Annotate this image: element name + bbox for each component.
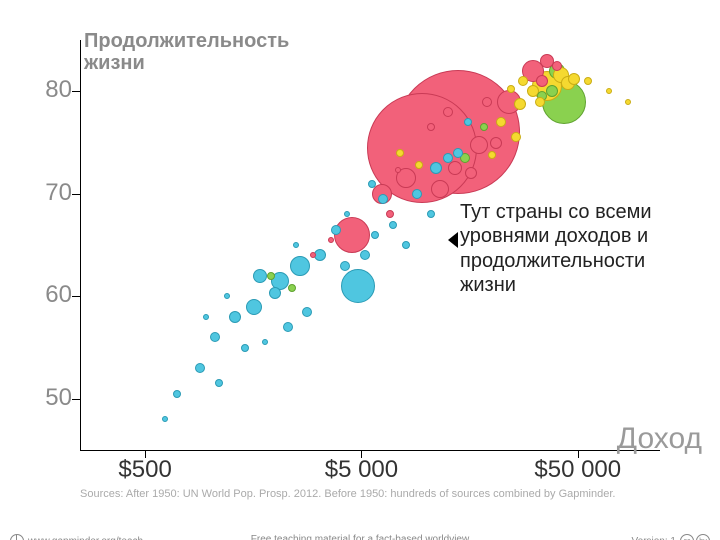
- y-tick-mark: [72, 296, 80, 297]
- footer-left: www.gapminder.org/teach: [10, 534, 143, 540]
- data-bubble: [396, 149, 404, 157]
- x-tick-mark: [578, 450, 579, 458]
- data-bubble: [341, 269, 375, 303]
- data-bubble: [288, 284, 296, 292]
- data-bubble: [267, 272, 275, 280]
- data-bubble: [269, 287, 281, 299]
- data-bubble: [507, 85, 515, 93]
- data-bubble: [215, 379, 223, 387]
- data-bubble: [584, 77, 592, 85]
- data-bubble: [552, 61, 562, 71]
- data-bubble: [283, 322, 293, 332]
- x-axis-line: [80, 450, 660, 451]
- data-bubble: [334, 217, 370, 253]
- y-tick-mark: [72, 399, 80, 400]
- data-bubble: [625, 99, 631, 105]
- data-bubble: [262, 339, 268, 345]
- x-tick-label: $5 000: [325, 456, 398, 484]
- annotation-text: Тут страны со всеми уровнями доходов и п…: [460, 200, 700, 298]
- data-bubble: [229, 311, 241, 323]
- data-bubble: [448, 161, 462, 175]
- annotation-pointer-icon: [448, 232, 458, 248]
- data-bubble: [464, 118, 472, 126]
- data-bubble: [210, 332, 220, 342]
- data-bubble: [368, 180, 376, 188]
- data-bubble: [514, 98, 526, 110]
- data-bubble: [443, 107, 453, 117]
- chart-stage: Продолжительность жизни Доход 50 60 70 80 $…: [0, 0, 720, 540]
- data-bubble: [470, 136, 488, 154]
- y-tick-label: 70: [22, 179, 72, 207]
- x-tick-mark: [145, 450, 146, 458]
- data-bubble: [465, 167, 477, 179]
- y-tick-mark: [72, 91, 80, 92]
- data-bubble: [482, 97, 492, 107]
- data-bubble: [173, 390, 181, 398]
- data-bubble: [427, 210, 435, 218]
- footer-left-text: www.gapminder.org/teach: [28, 536, 143, 540]
- data-bubble: [431, 180, 449, 198]
- y-axis-label: Продолжительность жизни: [84, 30, 289, 74]
- cc-icon: ccby: [680, 534, 710, 540]
- footer-center-text: Free teaching material for a fact-based …: [251, 534, 469, 540]
- data-bubble: [378, 194, 388, 204]
- x-tick-label: $50 000: [534, 456, 621, 484]
- data-bubble: [246, 299, 262, 315]
- data-bubble: [331, 225, 341, 235]
- data-bubble: [488, 151, 496, 159]
- y-tick-label: 50: [22, 384, 72, 412]
- data-bubble: [241, 344, 249, 352]
- data-bubble: [496, 117, 506, 127]
- y-tick-mark: [72, 194, 80, 195]
- data-bubble: [253, 269, 267, 283]
- data-bubble: [415, 161, 423, 169]
- data-bubble: [203, 314, 209, 320]
- data-bubble: [293, 242, 299, 248]
- data-bubble: [389, 221, 397, 229]
- data-bubble: [402, 241, 410, 249]
- data-bubble: [195, 363, 205, 373]
- data-bubble: [518, 76, 528, 86]
- data-bubble: [412, 189, 422, 199]
- data-bubble: [606, 88, 612, 94]
- data-bubble: [302, 307, 312, 317]
- x-axis-label: Доход: [617, 422, 702, 456]
- data-bubble: [443, 153, 453, 163]
- data-bubble: [290, 256, 310, 276]
- data-bubble: [340, 261, 350, 271]
- data-bubble: [360, 250, 370, 260]
- sources-text: Sources: After 1950: UN World Pop. Prosp…: [80, 488, 615, 500]
- data-bubble: [386, 210, 394, 218]
- data-bubble: [328, 237, 334, 243]
- data-bubble: [511, 132, 521, 142]
- data-bubble: [536, 75, 548, 87]
- x-tick-mark: [361, 450, 362, 458]
- footer-right-text: Version: 1: [632, 536, 676, 540]
- data-bubble: [568, 73, 580, 85]
- footer-right: Version: 1 ccby: [632, 534, 710, 540]
- data-bubble: [490, 137, 502, 149]
- data-bubble: [535, 97, 545, 107]
- data-bubble: [371, 231, 379, 239]
- data-bubble: [162, 416, 168, 422]
- x-tick-label: $500: [118, 456, 171, 484]
- data-bubble: [453, 148, 463, 158]
- globe-icon: [10, 534, 24, 540]
- data-bubble: [224, 293, 230, 299]
- y-tick-label: 80: [22, 76, 72, 104]
- data-bubble: [430, 162, 442, 174]
- y-tick-label: 60: [22, 281, 72, 309]
